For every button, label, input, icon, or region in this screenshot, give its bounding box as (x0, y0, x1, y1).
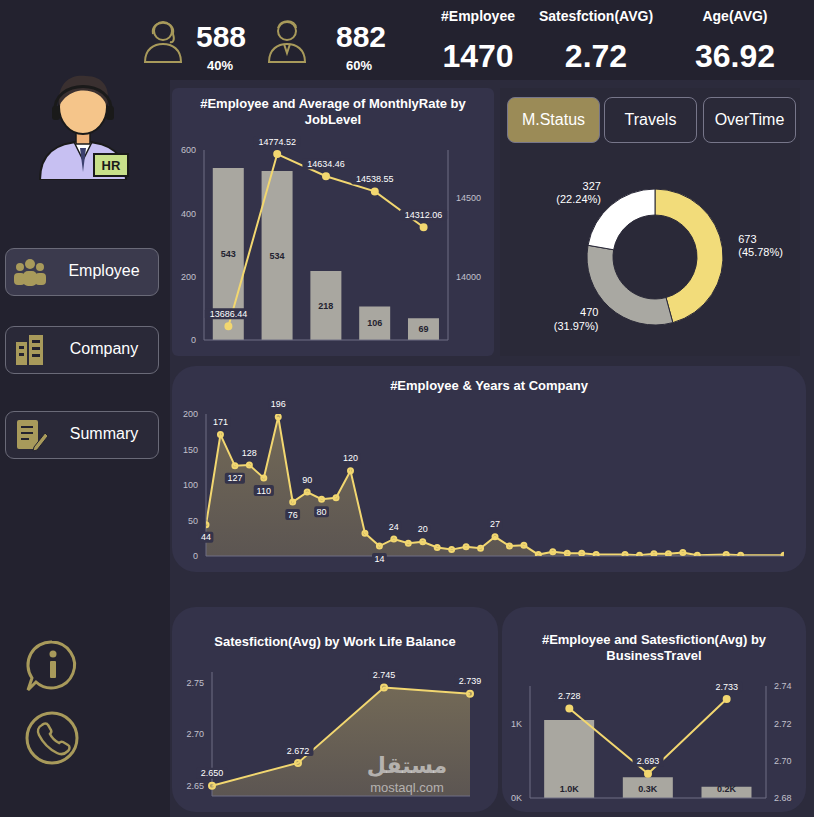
svg-text:128: 128 (242, 448, 257, 458)
svg-text:196: 196 (271, 399, 286, 409)
svg-text:400: 400 (181, 209, 196, 219)
svg-text:171: 171 (213, 417, 228, 427)
html-text:36.92: 36.92 (695, 38, 775, 74)
svg-text:2.672: 2.672 (287, 746, 310, 756)
html-text:#Employee and Satesfiction(Avg: #Employee and Satesfiction(Avg) by Busin… (541, 632, 767, 663)
html-text:#Employee & Years at Company: #Employee & Years at Company (390, 378, 588, 393)
svg-text:2.74: 2.74 (774, 681, 792, 691)
html-text:Travels: Travels (624, 111, 677, 128)
html-text:مستقل: مستقل (366, 753, 448, 778)
svg-text:1K: 1K (511, 719, 522, 729)
svg-text:2.75: 2.75 (186, 678, 204, 688)
html-text:882: 882 (336, 20, 387, 53)
html-text:Satesfiction(Avg) by Work Life: Satesfiction(Avg) by Work Life Balance (214, 634, 456, 649)
svg-text:HR: HR (102, 158, 121, 173)
html-text:60%: 60% (346, 58, 372, 73)
svg-text:2.65: 2.65 (186, 781, 204, 791)
html-text:OverTime: OverTime (714, 111, 785, 128)
svg-text:13686.44: 13686.44 (210, 309, 248, 319)
svg-text:534: 534 (270, 251, 285, 261)
html-text:2.72: 2.72 (564, 38, 628, 74)
svg-text:2.68: 2.68 (774, 793, 792, 803)
svg-text:0: 0 (193, 551, 198, 561)
svg-text:200: 200 (181, 272, 196, 282)
svg-text:2.72: 2.72 (774, 719, 792, 729)
svg-text:14774.52: 14774.52 (258, 137, 296, 147)
svg-text:470(31.97%): 470(31.97%) (554, 306, 599, 331)
svg-text:2.70: 2.70 (186, 729, 204, 739)
svg-text:2.745: 2.745 (373, 670, 396, 680)
svg-text:90: 90 (302, 475, 312, 485)
svg-text:120: 120 (343, 453, 358, 463)
svg-text:2.70: 2.70 (774, 756, 792, 766)
svg-text:2.650: 2.650 (201, 768, 224, 778)
html-text:Employee: Employee (68, 262, 140, 279)
svg-text:80: 80 (317, 507, 327, 517)
html-text:M.Status: M.Status (521, 111, 586, 128)
html-text:Satesfction(AVG): Satesfction(AVG) (539, 8, 653, 24)
svg-text:327(22.24%): 327(22.24%) (556, 180, 601, 205)
svg-text:1.0K: 1.0K (560, 784, 580, 794)
svg-text:100: 100 (183, 480, 198, 490)
svg-text:69: 69 (418, 324, 428, 334)
svg-text:24: 24 (389, 522, 399, 532)
svg-text:14: 14 (374, 554, 384, 564)
svg-text:0: 0 (191, 335, 196, 345)
html-text:Company: Company (69, 340, 139, 357)
svg-text:0.3K: 0.3K (638, 784, 658, 794)
svg-text:14500: 14500 (456, 193, 481, 203)
svg-text:2.728: 2.728 (558, 691, 581, 701)
svg-text:600: 600 (181, 145, 196, 155)
svg-text:2.739: 2.739 (459, 676, 482, 686)
html-text:#Employee and Average of Month: #Employee and Average of MonthlyRate by … (200, 96, 466, 127)
svg-text:673(45.78%): 673(45.78%) (738, 233, 783, 258)
html-text:588: 588 (196, 20, 247, 53)
svg-text:44: 44 (201, 532, 211, 542)
svg-text:543: 543 (221, 249, 236, 259)
svg-text:0.2K: 0.2K (717, 784, 737, 794)
svg-text:14634.46: 14634.46 (307, 159, 345, 169)
svg-text:14312.06: 14312.06 (405, 210, 443, 220)
svg-text:218: 218 (318, 301, 333, 311)
svg-text:106: 106 (367, 318, 382, 328)
html-text:Age(AVG): Age(AVG) (702, 8, 768, 24)
svg-text:2.733: 2.733 (715, 682, 738, 692)
svg-text:127: 127 (227, 473, 242, 483)
svg-text:27: 27 (490, 519, 500, 529)
html-text:40%: 40% (207, 58, 233, 73)
svg-text:20: 20 (418, 524, 428, 534)
svg-text:50: 50 (188, 516, 198, 526)
svg-text:14538.55: 14538.55 (356, 174, 394, 184)
svg-text:0K: 0K (511, 793, 522, 803)
html-text:1470: 1470 (442, 38, 514, 74)
svg-text:150: 150 (183, 445, 198, 455)
svg-text:76: 76 (288, 510, 298, 520)
svg-text:110: 110 (257, 486, 271, 496)
html-text:mostaql.com: mostaql.com (370, 780, 444, 795)
svg-text:200: 200 (183, 409, 198, 419)
svg-text:2.693: 2.693 (637, 756, 660, 766)
html-text:Summary: Summary (69, 425, 139, 442)
svg-text:14000: 14000 (456, 272, 481, 282)
html-text:#Employee: #Employee (441, 8, 515, 24)
